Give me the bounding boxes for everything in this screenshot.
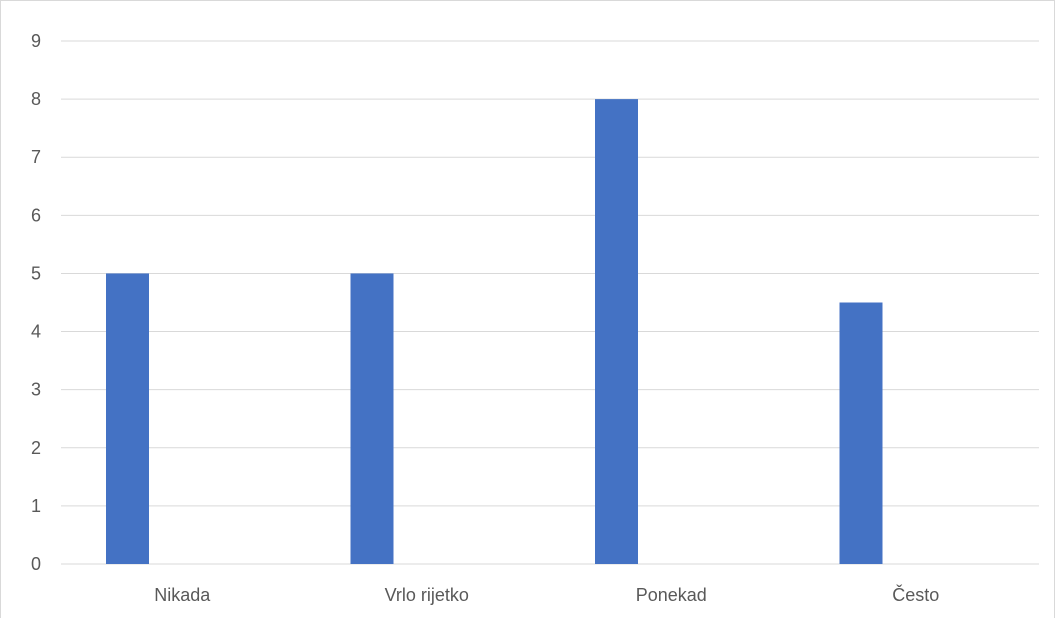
bar-1: [106, 273, 149, 564]
y-tick-label-8: 8: [31, 89, 41, 109]
y-tick-label-7: 7: [31, 147, 41, 167]
bars: [106, 99, 883, 564]
x-category-label-1: Nikada: [154, 585, 211, 605]
bar-4: [839, 302, 883, 564]
x-category-label-4: Često: [892, 584, 939, 605]
bar-2: [350, 273, 394, 564]
y-axis-tick-labels: 0 1 2 3 4 5 6 7 8 9: [31, 31, 41, 574]
y-tick-label-6: 6: [31, 205, 41, 225]
y-tick-label-1: 1: [31, 496, 41, 516]
gridlines: [61, 40, 1039, 565]
y-tick-label-4: 4: [31, 322, 41, 342]
x-category-label-2: Vrlo rijetko: [385, 585, 469, 605]
x-axis-category-labels: Nikada Vrlo rijetko Ponekad Često: [154, 584, 939, 605]
y-tick-label-2: 2: [31, 438, 41, 458]
y-tick-label-5: 5: [31, 263, 41, 283]
y-tick-label-0: 0: [31, 554, 41, 574]
x-category-label-3: Ponekad: [636, 585, 707, 605]
bar-3: [595, 99, 638, 564]
y-tick-label-9: 9: [31, 31, 41, 51]
y-tick-label-3: 3: [31, 380, 41, 400]
